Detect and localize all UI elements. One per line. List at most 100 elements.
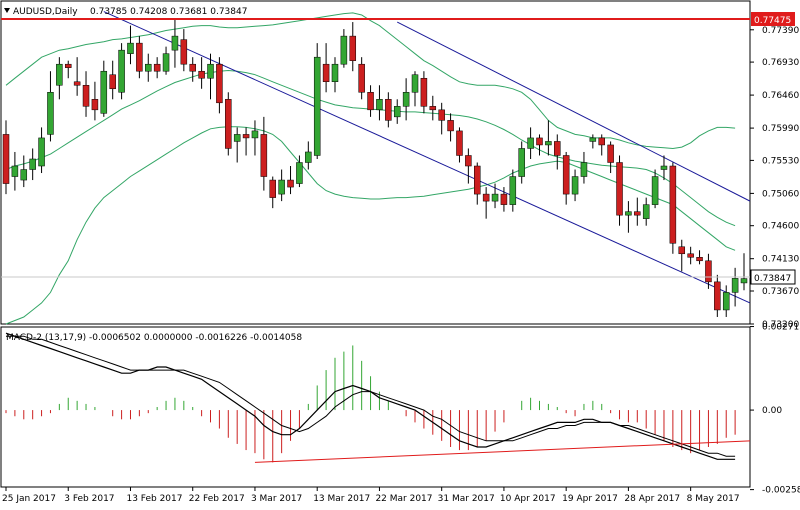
- candle: [518, 141, 525, 184]
- candle: [669, 162, 677, 254]
- time-tick-label: 3 Mar 2017: [251, 494, 302, 504]
- candle: [554, 134, 561, 170]
- candle-body-up: [642, 204, 650, 219]
- candle-body-down: [456, 130, 463, 156]
- candle-body-up: [340, 35, 348, 65]
- candle: [340, 29, 348, 68]
- candle-body-down: [714, 281, 721, 311]
- candle: [696, 250, 703, 265]
- candle-body-down: [225, 99, 232, 149]
- candle-body-up: [20, 169, 28, 181]
- price-tick-label: 0.76460: [762, 91, 799, 101]
- candle: [687, 246, 694, 265]
- candle: [740, 253, 748, 291]
- macd-label: MACD-2 (13,17,9) -0.0006502 0.0000000 -0…: [6, 333, 302, 343]
- candle-body-up: [100, 70, 108, 114]
- time-tick-label: 19 Apr 2017: [562, 494, 618, 504]
- time-tick-label: 31 Mar 2017: [438, 494, 495, 504]
- candle-body-down: [358, 63, 365, 93]
- candle-body-up: [491, 193, 499, 202]
- collapse-triangle-icon[interactable]: [4, 8, 10, 13]
- candle-body-down: [554, 141, 561, 156]
- candle: [731, 267, 739, 307]
- candle: [642, 197, 650, 226]
- candle-body-up: [38, 137, 45, 167]
- candle-body-down: [562, 155, 570, 195]
- candle-body-down: [669, 165, 677, 244]
- time-axis: 25 Jan 2017 3 Feb 2017 13 Feb 2017 22 Feb 2…: [2, 487, 740, 504]
- candle-body-up: [509, 176, 517, 205]
- price-axis: 0.77390 0.76930 0.76460 0.75990 0.75530 0.750…: [750, 26, 799, 330]
- candle-body-down: [2, 134, 10, 184]
- candle: [491, 183, 499, 209]
- candle-body-down: [189, 63, 196, 72]
- candle-body-down: [349, 35, 357, 61]
- candle-body-up: [233, 134, 241, 142]
- candle-body-down: [153, 63, 161, 72]
- macd-indicator: [5, 332, 751, 463]
- candle-body-down: [598, 137, 605, 146]
- candle: [296, 155, 303, 188]
- candle-body-up: [660, 165, 668, 170]
- time-tick-label: 8 May 2017: [687, 494, 740, 504]
- candle: [607, 141, 614, 174]
- candle-body-down: [696, 257, 703, 262]
- candle-body-down: [82, 85, 90, 107]
- candle-body-down: [73, 81, 81, 86]
- candle-body-up: [731, 278, 739, 293]
- candle: [651, 169, 659, 209]
- candle: [136, 36, 143, 79]
- candle: [714, 274, 721, 317]
- candle-body-up: [118, 49, 125, 93]
- candle: [678, 239, 686, 272]
- candle: [349, 22, 357, 72]
- candle-body-down: [678, 246, 686, 255]
- candle: [189, 57, 196, 82]
- candle: [429, 95, 437, 121]
- candle: [260, 116, 268, 191]
- price-tick-label: 0.73200: [762, 320, 799, 330]
- svg-text:0.73847: 0.73847: [754, 274, 791, 284]
- candle-body-up: [145, 63, 152, 72]
- candle: [545, 120, 552, 156]
- candle: [527, 127, 534, 159]
- candle: [198, 57, 205, 89]
- candle: [269, 176, 276, 209]
- candle: [634, 197, 641, 226]
- candle: [562, 151, 570, 205]
- candle: [509, 169, 517, 212]
- price-tick-label: 0.75060: [762, 189, 799, 199]
- candle: [127, 25, 134, 65]
- candle: [438, 102, 445, 135]
- candle-body-down: [465, 155, 472, 167]
- candle-body-down: [287, 179, 294, 188]
- candle: [660, 155, 668, 181]
- candle: [2, 120, 10, 195]
- candle-body-up: [278, 179, 285, 195]
- candle-body-up: [589, 137, 597, 142]
- candle-body-up: [545, 141, 552, 146]
- candle: [162, 46, 170, 75]
- candle: [376, 85, 383, 121]
- candle: [305, 141, 312, 170]
- candle: [616, 155, 623, 226]
- candle: [109, 60, 116, 100]
- candle-body-down: [705, 260, 712, 283]
- candle: [367, 85, 374, 117]
- candle-body-up: [47, 92, 54, 135]
- candle: [580, 151, 588, 184]
- candle: [589, 134, 597, 149]
- candle-body-up: [651, 176, 659, 205]
- candle-body-up: [162, 53, 170, 72]
- candle-body-down: [242, 134, 250, 139]
- candle-body-up: [56, 63, 63, 86]
- candle-body-down: [180, 39, 188, 65]
- candle-body-up: [171, 35, 179, 51]
- candle-body-down: [420, 77, 428, 107]
- candle-body-up: [393, 106, 401, 118]
- candle-body-up: [740, 278, 748, 284]
- candle: [358, 57, 365, 100]
- candle: [456, 127, 463, 163]
- candle-body-down: [536, 137, 543, 146]
